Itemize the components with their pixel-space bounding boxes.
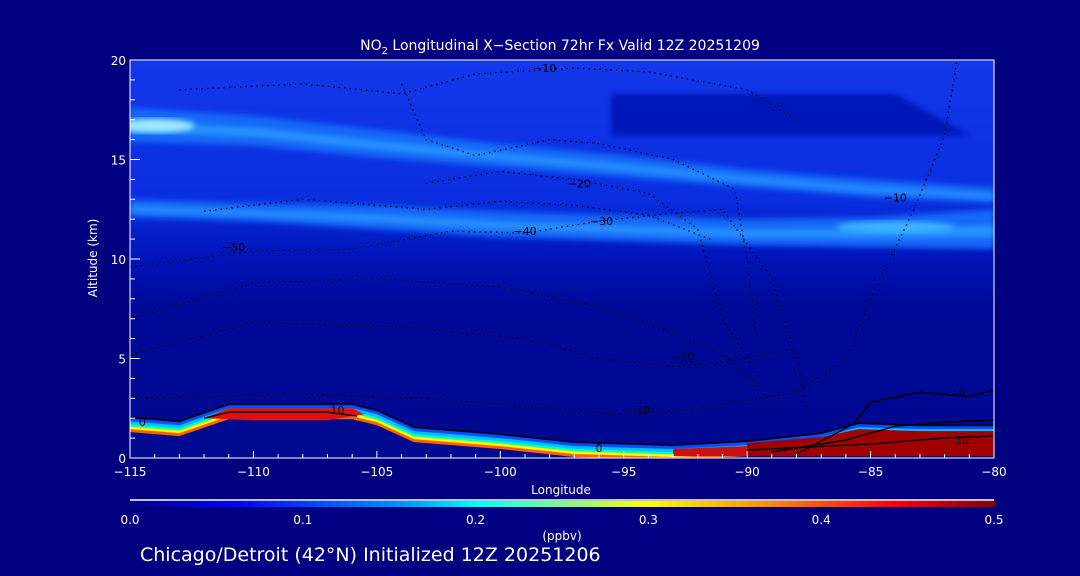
colorbar-label: (ppbv) — [542, 529, 581, 543]
contour-line-positive — [796, 389, 994, 455]
x-tick-label: −110 — [237, 465, 270, 479]
contour-label: −10 — [533, 62, 556, 75]
high-no2-west — [204, 408, 365, 421]
contour-label: −50 — [222, 241, 245, 254]
x-tick-label: −80 — [981, 465, 1006, 479]
contour-label: −10 — [627, 404, 650, 417]
contour-label: −20 — [568, 177, 591, 190]
x-tick-label: −90 — [734, 465, 759, 479]
contour-line-negative — [400, 83, 758, 339]
x-tick-label: −100 — [484, 465, 517, 479]
y-tick-label: 5 — [118, 353, 126, 367]
contour-line-negative — [130, 278, 760, 389]
contour-line-negative — [130, 208, 810, 419]
lower-no2-layer-core — [130, 206, 994, 239]
colorbar-tick-label: 0.5 — [984, 513, 1003, 527]
x-tick-label: −95 — [611, 465, 636, 479]
contour-label: 10 — [955, 434, 969, 447]
contour-label: −10 — [884, 191, 907, 204]
contour-line-negative — [130, 60, 958, 415]
colorbar-tick-label: 0.0 — [120, 513, 139, 527]
y-tick-label: 20 — [111, 54, 126, 68]
high-no2-mid — [673, 446, 748, 456]
x-tick-label: −115 — [114, 465, 147, 479]
upper-no2-layer-core — [130, 121, 994, 199]
contour-line-positive — [771, 419, 994, 453]
colorbar — [130, 501, 996, 507]
x-tick-label: −105 — [360, 465, 393, 479]
chart-title: NO2 Longitudinal X−Section 72hr Fx Valid… — [360, 38, 760, 57]
colorbar-tick-label: 0.4 — [812, 513, 831, 527]
lower-layer-max — [835, 221, 956, 234]
subtitle: Chicago/Detroit (42°N) Initialized 12Z 2… — [140, 544, 601, 566]
plot-area: −10 −20 −30 −40 −50 −20 −10 −10 0 0 0 10 10 — [130, 60, 994, 458]
contour-label: −20 — [671, 351, 694, 364]
colorbar-tick-label: 0.1 — [293, 513, 312, 527]
contour-label: −40 — [513, 225, 536, 238]
contour-label: 10 — [330, 404, 344, 417]
y-tick-label: 10 — [111, 253, 126, 267]
contour-line-positive — [747, 435, 994, 451]
contour-label: 0 — [139, 416, 146, 429]
high-no2-east — [747, 429, 994, 456]
contour-label: 0 — [596, 442, 603, 455]
contour-line-positive — [203, 411, 358, 419]
x-tick-label: −85 — [858, 465, 883, 479]
contour-line-negative — [204, 198, 711, 240]
colorbar-tick-label: 0.2 — [466, 513, 485, 527]
x-axis-label: Longitude — [531, 483, 591, 497]
colorbar-tick-label: 0.3 — [639, 513, 658, 527]
low-no2-region — [611, 93, 970, 136]
upper-layer-max — [130, 118, 195, 133]
y-tick-label: 0 — [118, 452, 126, 466]
y-tick-label: 15 — [111, 154, 126, 168]
y-axis-label: Altitude (km) — [86, 219, 100, 298]
contour-label: −30 — [590, 215, 613, 228]
terrain — [130, 419, 994, 458]
contour-line-negative — [179, 67, 797, 121]
contour-label: 0 — [958, 386, 965, 399]
